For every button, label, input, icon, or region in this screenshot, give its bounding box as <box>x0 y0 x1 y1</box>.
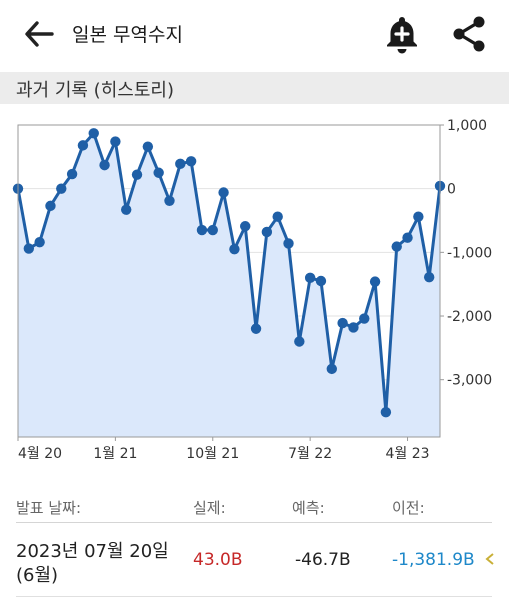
series-line <box>16 131 442 414</box>
data-point[interactable] <box>283 238 294 249</box>
data-point[interactable] <box>88 128 99 139</box>
header-release-date: 발표 날짜: <box>16 499 82 517</box>
x-tick-label: 4월 23 <box>386 446 430 462</box>
bell-plus-icon[interactable] <box>382 14 422 54</box>
x-tick-label: 1월 21 <box>93 446 137 462</box>
app-bar: 일본 무역수지 <box>0 0 509 70</box>
data-point[interactable] <box>66 168 78 180</box>
data-point[interactable] <box>175 158 186 170</box>
data-point[interactable] <box>304 272 316 284</box>
data-point[interactable] <box>185 156 197 167</box>
data-point[interactable] <box>294 336 305 347</box>
data-point[interactable] <box>196 224 208 236</box>
data-point[interactable] <box>153 167 164 178</box>
actual-value: 43.0B <box>193 550 243 570</box>
data-point[interactable] <box>218 187 229 198</box>
data-point[interactable] <box>315 275 327 287</box>
data-point[interactable] <box>23 243 35 254</box>
forecast-value: -46.7B <box>295 550 351 570</box>
data-point[interactable] <box>348 322 359 333</box>
data-point[interactable] <box>56 183 67 194</box>
data-point[interactable] <box>250 323 262 334</box>
data-point[interactable] <box>326 363 337 375</box>
header-forecast: 예측: <box>292 499 325 517</box>
data-point[interactable] <box>131 169 143 180</box>
y-tick-label: 0 <box>447 182 456 198</box>
data-point[interactable] <box>142 141 154 152</box>
table-row-date: 2023년 07월 20일 (6월) <box>16 540 169 588</box>
x-tick-label: 7월 22 <box>288 446 332 462</box>
data-point[interactable] <box>337 317 348 329</box>
data-point[interactable] <box>380 406 392 418</box>
data-point[interactable] <box>121 204 132 215</box>
section-title: 과거 기록 (히스토리) <box>16 80 174 101</box>
data-point[interactable] <box>240 221 251 232</box>
data-point[interactable] <box>359 313 370 324</box>
header-previous: 이전: <box>392 499 425 517</box>
table-divider <box>16 522 492 523</box>
data-point[interactable] <box>77 140 89 151</box>
row-divider <box>16 596 492 597</box>
data-point[interactable] <box>207 224 218 236</box>
data-point[interactable] <box>34 236 45 248</box>
chevron-left-icon[interactable] <box>485 553 495 565</box>
share-icon[interactable] <box>450 14 490 54</box>
data-point[interactable] <box>110 136 121 147</box>
y-tick-label: -2,000 <box>447 309 492 325</box>
y-tick-label: -3,000 <box>447 373 492 389</box>
history-chart: 1,000 0 -1,000 -2,000 -3,000 4월 20 1월 21 10월 21… <box>12 118 492 462</box>
plot-border <box>17 124 441 438</box>
data-point[interactable] <box>423 271 435 283</box>
release-date: 2023년 07월 20일 <box>16 541 169 562</box>
previous-value: -1,381.9B <box>392 550 475 570</box>
header-actual: 실제: <box>193 499 226 517</box>
data-point[interactable] <box>391 241 402 252</box>
x-tick-label: 10월 21 <box>186 446 239 462</box>
data-point[interactable] <box>369 276 381 287</box>
data-point[interactable] <box>272 211 283 222</box>
data-point[interactable] <box>402 232 413 243</box>
data-point[interactable] <box>45 200 56 212</box>
x-tick-label: 4월 20 <box>18 446 62 462</box>
y-tick-label: 1,000 <box>447 118 487 134</box>
data-point[interactable] <box>229 243 240 255</box>
arrow-left-icon[interactable] <box>22 18 58 50</box>
data-point[interactable] <box>164 195 175 206</box>
release-period: (6월) <box>16 565 59 586</box>
data-point[interactable] <box>413 211 424 222</box>
data-point[interactable] <box>261 226 273 238</box>
history-section-bar: 과거 기록 (히스토리) <box>0 72 509 104</box>
y-tick-label: -1,000 <box>447 245 492 261</box>
data-point[interactable] <box>99 159 110 171</box>
page-title: 일본 무역수지 <box>72 24 183 46</box>
